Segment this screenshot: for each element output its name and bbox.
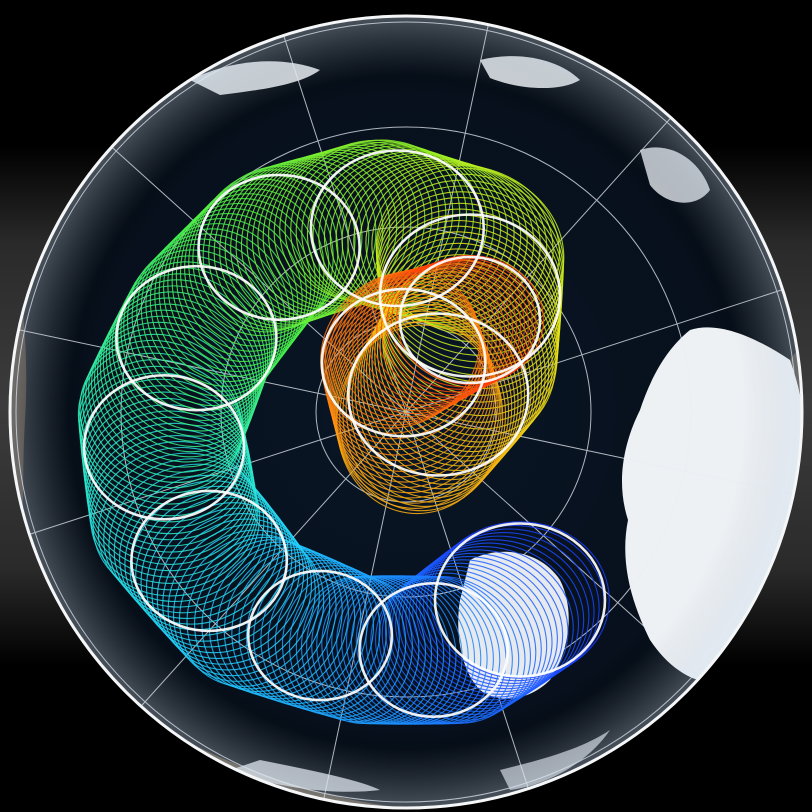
globe-glow xyxy=(10,16,802,808)
globe-rim xyxy=(8,14,804,810)
